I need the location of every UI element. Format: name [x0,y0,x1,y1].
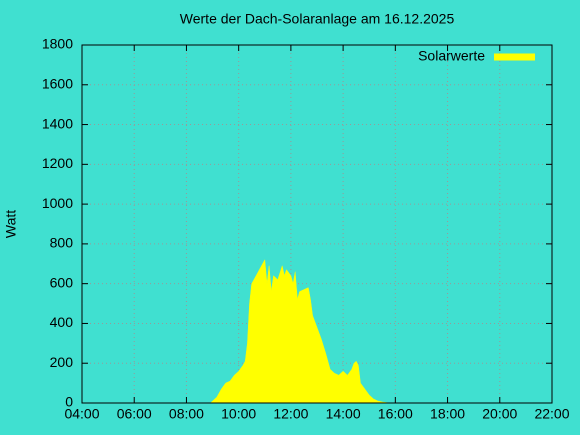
y-tick-label: 1000 [42,195,73,211]
x-tick-label: 08:00 [169,406,204,422]
chart-title: Werte der Dach-Solaranlage am 16.12.2025 [180,11,455,27]
y-tick-label: 1200 [42,155,73,171]
y-axis-label: Watt [3,210,19,238]
x-tick-label: 04:00 [64,406,99,422]
y-tick-label: 800 [50,235,74,251]
x-tick-label: 16:00 [378,406,413,422]
x-tick-label: 20:00 [482,406,517,422]
y-tick-label: 0 [65,394,73,410]
y-tick-label: 400 [50,314,74,330]
x-tick-label: 18:00 [430,406,465,422]
x-tick-label: 22:00 [534,406,569,422]
plot-frame [81,44,553,404]
legend-label: Solarwerte [418,48,485,64]
x-tick-label: 10:00 [221,406,256,422]
y-tick-label: 1400 [42,115,73,131]
x-tick-label: 12:00 [273,406,308,422]
y-tick-label: 600 [50,274,74,290]
x-tick-label: 14:00 [326,406,361,422]
y-tick-label: 1600 [42,75,73,91]
y-tick-label: 200 [50,354,74,370]
x-tick-label: 06:00 [117,406,152,422]
area [209,258,389,404]
y-tick-label: 1800 [42,36,73,52]
